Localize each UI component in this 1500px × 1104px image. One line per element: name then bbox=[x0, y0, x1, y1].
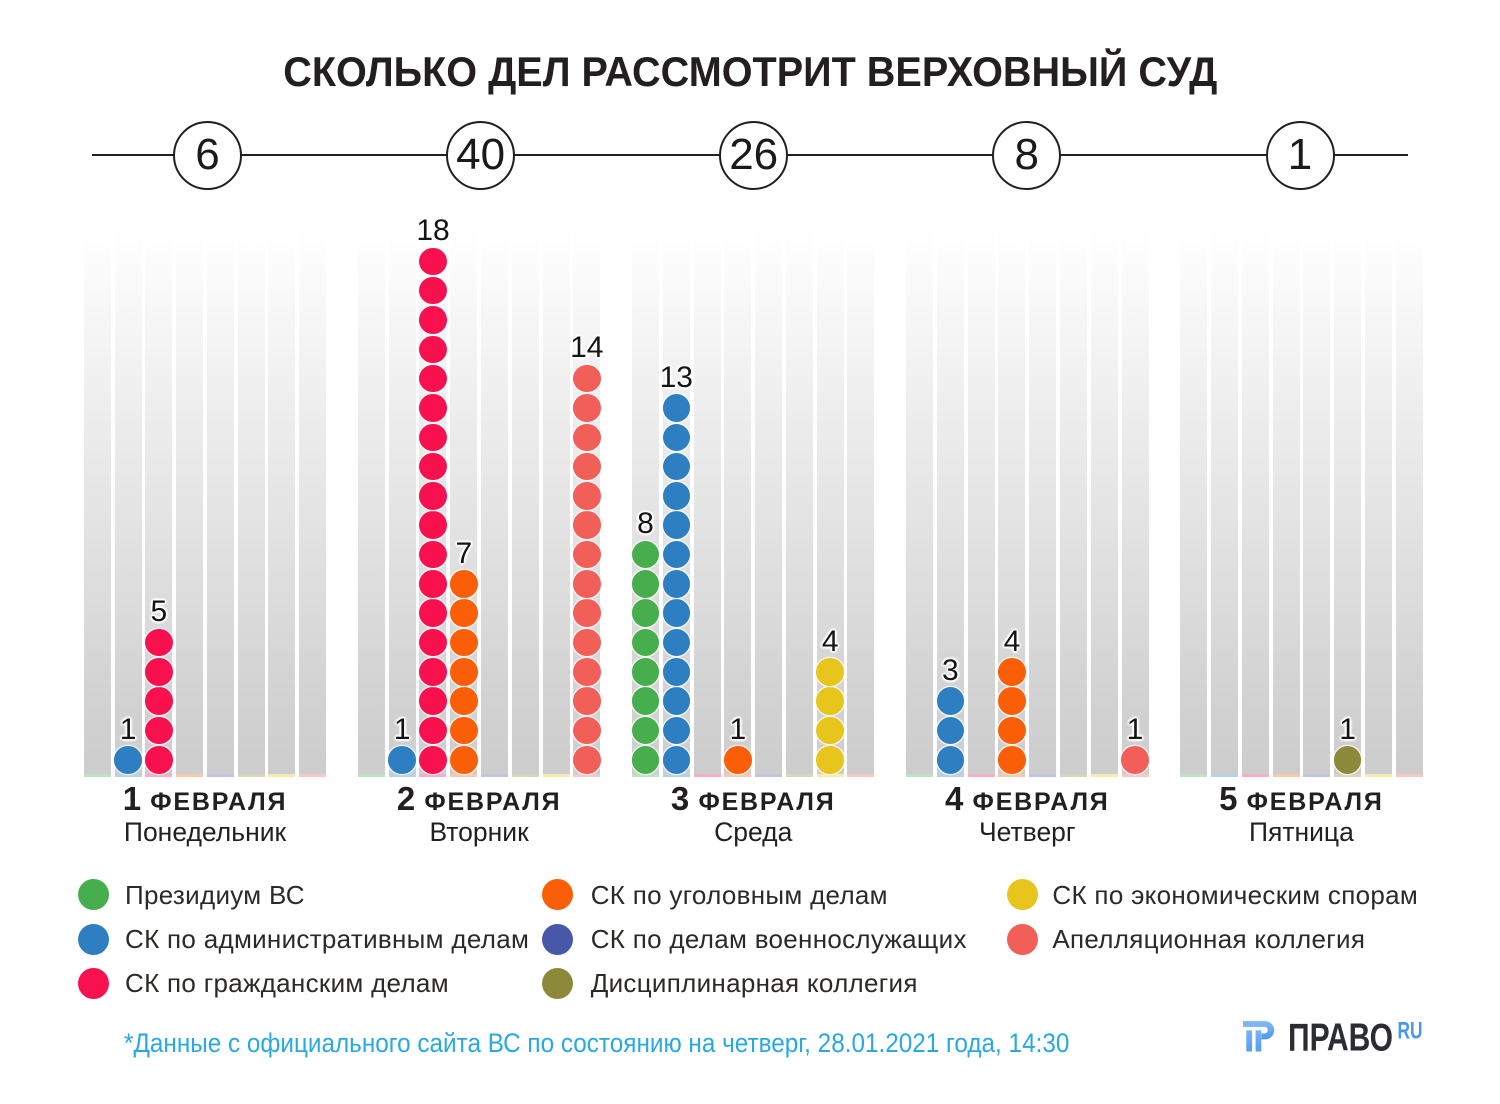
svg-text:ПРАВО: ПРАВО bbox=[1288, 1017, 1393, 1059]
svg-text:RU: RU bbox=[1398, 1018, 1423, 1045]
